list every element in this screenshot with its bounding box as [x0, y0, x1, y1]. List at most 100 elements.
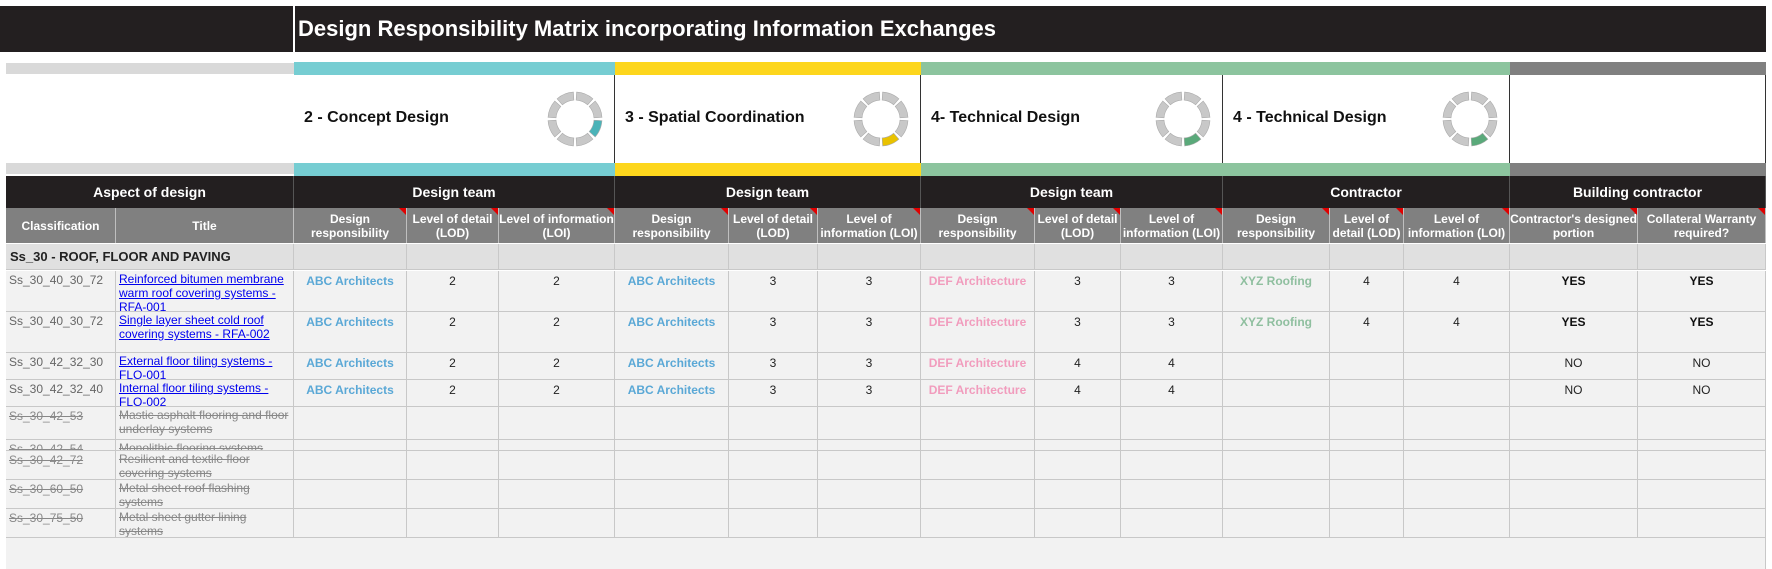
cell-dr4[interactable]: [1223, 451, 1330, 480]
cell-dr3[interactable]: DEF Architecture: [921, 380, 1035, 407]
cell-title[interactable]: Metal sheet gutter lining systems: [116, 509, 294, 538]
cell-title[interactable]: Mastic asphalt flooring and floor underl…: [116, 407, 294, 440]
cell-cls[interactable]: Ss_30_40_30_72: [6, 312, 116, 353]
cell-dr3[interactable]: DEF Architecture: [921, 271, 1035, 312]
cell-lod1[interactable]: [407, 509, 499, 538]
cell-lod3[interactable]: [1035, 451, 1121, 480]
cell-cw[interactable]: [1638, 407, 1766, 440]
cell-cw[interactable]: [1638, 440, 1766, 451]
cell-lod2[interactable]: 3: [729, 312, 818, 353]
cell-dr2[interactable]: [615, 509, 729, 538]
cell-dr4[interactable]: [1223, 440, 1330, 451]
system-link[interactable]: Internal floor tiling systems - FLO-002: [119, 381, 269, 407]
table-row[interactable]: Ss_30_42_32_40 Internal floor tiling syst…: [6, 380, 1766, 407]
cell-dr4[interactable]: [1223, 509, 1330, 538]
cell-dr2[interactable]: [615, 440, 729, 451]
cell-lod1[interactable]: 2: [407, 380, 499, 407]
cell-dr3[interactable]: [921, 407, 1035, 440]
cell-lod3[interactable]: [1035, 407, 1121, 440]
cell-loi1[interactable]: 2: [499, 312, 615, 353]
cell-lod3[interactable]: 4: [1035, 353, 1121, 380]
cell-lod4[interactable]: [1330, 509, 1404, 538]
cell-dr3[interactable]: DEF Architecture: [921, 312, 1035, 353]
cell-cw[interactable]: YES: [1638, 271, 1766, 312]
cell-dr4[interactable]: XYZ Roofing: [1223, 271, 1330, 312]
cell-loi2[interactable]: [818, 407, 921, 440]
cell-loi3[interactable]: [1121, 407, 1223, 440]
cell-cw[interactable]: [1638, 451, 1766, 480]
cell-cdp[interactable]: [1510, 440, 1638, 451]
cell-dr2[interactable]: [615, 480, 729, 509]
cell-cw[interactable]: YES: [1638, 312, 1766, 353]
cell-cdp[interactable]: YES: [1510, 312, 1638, 353]
cell-loi2[interactable]: 3: [818, 380, 921, 407]
col-classification[interactable]: Classification: [6, 208, 116, 243]
cell-dr3[interactable]: [921, 509, 1035, 538]
cell-lod2[interactable]: [729, 509, 818, 538]
col-collateral-warranty[interactable]: Collateral Warranty required?: [1638, 208, 1766, 243]
cell-dr1[interactable]: [294, 407, 407, 440]
cell-loi4[interactable]: 4: [1404, 312, 1510, 353]
cell-loi4[interactable]: [1404, 480, 1510, 509]
cell-lod4[interactable]: [1330, 451, 1404, 480]
cell-lod3[interactable]: 3: [1035, 312, 1121, 353]
cell-dr2[interactable]: [615, 407, 729, 440]
cell-loi1[interactable]: [499, 440, 615, 451]
col-design-resp-1[interactable]: Design responsibility: [294, 208, 407, 243]
cell-cw[interactable]: NO: [1638, 353, 1766, 380]
cell-dr2[interactable]: ABC Architects: [615, 312, 729, 353]
cell-cdp[interactable]: [1510, 407, 1638, 440]
cell-dr3[interactable]: [921, 440, 1035, 451]
cell-cls[interactable]: Ss_30_42_32_40: [6, 380, 116, 407]
cell-loi4[interactable]: [1404, 407, 1510, 440]
cell-lod3[interactable]: 3: [1035, 271, 1121, 312]
table-row[interactable]: Ss_30_42_32_30 External floor tiling syst…: [6, 353, 1766, 380]
cell-cdp[interactable]: [1510, 451, 1638, 480]
cell-loi4[interactable]: [1404, 440, 1510, 451]
cell-cdp[interactable]: NO: [1510, 353, 1638, 380]
cell-cls[interactable]: Ss_30_42_32_30: [6, 353, 116, 380]
cell-dr1[interactable]: ABC Architects: [294, 353, 407, 380]
cell-lod2[interactable]: [729, 407, 818, 440]
cell-loi2[interactable]: [818, 440, 921, 451]
cell-loi4[interactable]: [1404, 380, 1510, 407]
cell-lod2[interactable]: 3: [729, 380, 818, 407]
cell-loi4[interactable]: [1404, 353, 1510, 380]
col-loi-2[interactable]: Level of information (LOI): [818, 208, 921, 243]
cell-dr1[interactable]: [294, 480, 407, 509]
section-row[interactable]: Ss_30 - ROOF, FLOOR AND PAVING: [6, 244, 1766, 270]
cell-lod1[interactable]: 2: [407, 271, 499, 312]
col-design-resp-4[interactable]: Design responsibility: [1223, 208, 1330, 243]
col-design-resp-3[interactable]: Design responsibility: [921, 208, 1035, 243]
cell-cls[interactable]: Ss_30_42_54: [6, 440, 116, 451]
cell-loi4[interactable]: [1404, 451, 1510, 480]
cell-cls[interactable]: Ss_30_75_50: [6, 509, 116, 538]
cell-lod1[interactable]: 2: [407, 312, 499, 353]
cell-loi1[interactable]: [499, 451, 615, 480]
col-lod-3[interactable]: Level of detail (LOD): [1035, 208, 1121, 243]
cell-loi1[interactable]: [499, 407, 615, 440]
cell-loi4[interactable]: [1404, 509, 1510, 538]
cell-loi3[interactable]: [1121, 440, 1223, 451]
cell-title[interactable]: Resilient and textile floor covering sys…: [116, 451, 294, 480]
cell-lod1[interactable]: [407, 451, 499, 480]
cell-loi2[interactable]: [818, 509, 921, 538]
col-lod-1[interactable]: Level of detail (LOD): [407, 208, 499, 243]
cell-dr2[interactable]: [615, 451, 729, 480]
cell-lod4[interactable]: [1330, 353, 1404, 380]
col-lod-2[interactable]: Level of detail (LOD): [729, 208, 818, 243]
cell-lod4[interactable]: [1330, 407, 1404, 440]
cell-loi2[interactable]: 3: [818, 353, 921, 380]
cell-cw[interactable]: [1638, 509, 1766, 538]
cell-cdp[interactable]: [1510, 509, 1638, 538]
cell-lod4[interactable]: 4: [1330, 271, 1404, 312]
cell-lod1[interactable]: [407, 407, 499, 440]
table-row[interactable]: Ss_30_40_30_72 Single layer sheet cold ro…: [6, 312, 1766, 353]
col-contractor-portion[interactable]: Contractor's designed portion: [1510, 208, 1638, 243]
cell-cls[interactable]: Ss_30_42_72: [6, 451, 116, 480]
cell-cdp[interactable]: [1510, 480, 1638, 509]
system-link[interactable]: Reinforced bitumen membrane warm roof co…: [119, 272, 284, 312]
cell-loi1[interactable]: [499, 509, 615, 538]
cell-lod1[interactable]: [407, 480, 499, 509]
col-loi-3[interactable]: Level of information (LOI): [1121, 208, 1223, 243]
